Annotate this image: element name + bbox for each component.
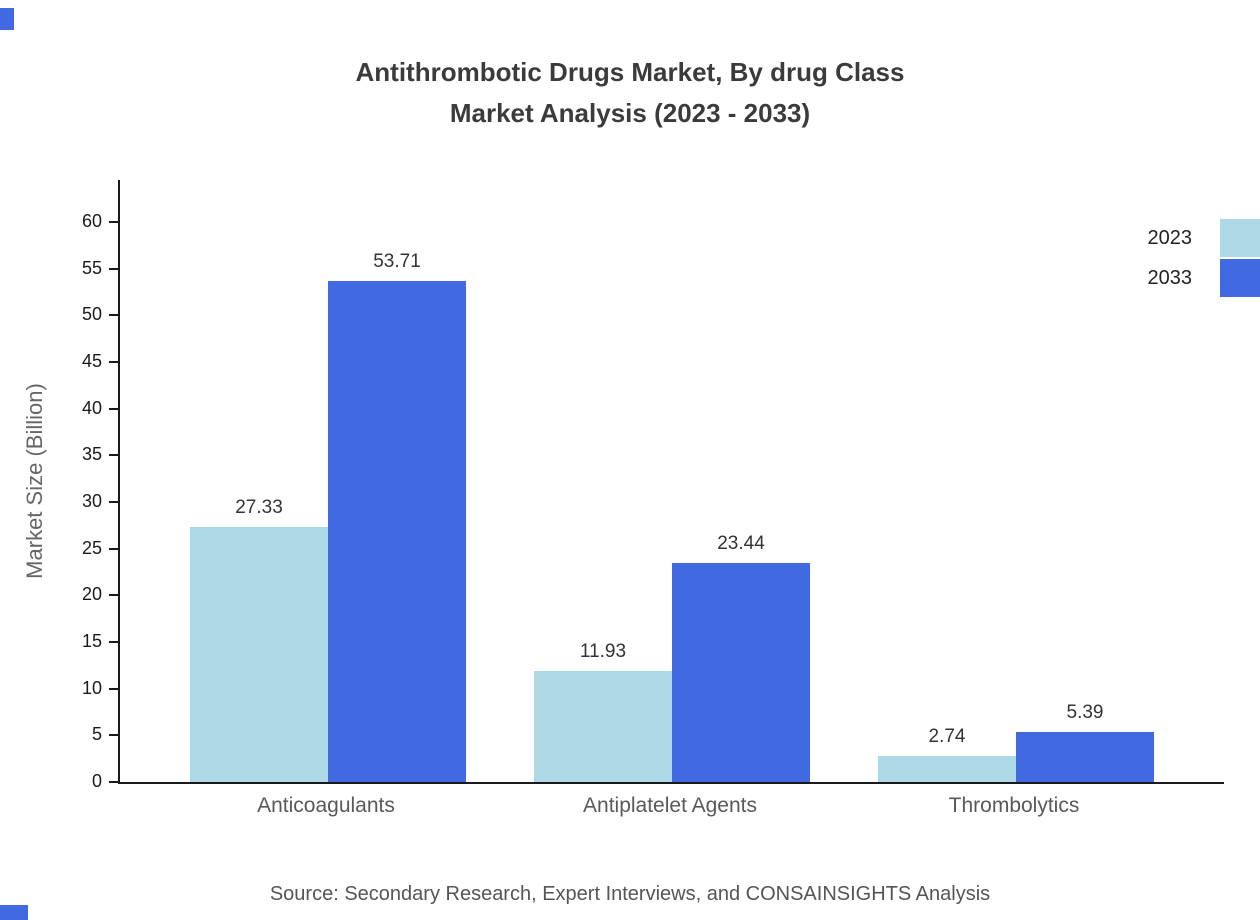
y-tick-label-10: 10 xyxy=(81,677,102,698)
watermark-bottom-left xyxy=(0,905,28,920)
legend-item-2033: 2033 xyxy=(1148,258,1260,298)
y-tick-mark xyxy=(109,781,118,783)
y-tick-label-50: 50 xyxy=(81,304,102,325)
y-tick-mark xyxy=(109,221,118,223)
y-tick-mark xyxy=(109,594,118,597)
source-attribution: Source: Secondary Research, Expert Inter… xyxy=(269,883,991,905)
bar-2033-antiplatelet-agents xyxy=(672,563,810,782)
chart-title: Antithrombotic Drugs Market, By drug Cla… xyxy=(0,52,1260,134)
bar-value-label-2033-thrombolytics: 5.39 xyxy=(1066,702,1104,723)
bar-value-label-2023-thrombolytics: 2.74 xyxy=(928,726,966,747)
y-tick-mark xyxy=(109,454,118,457)
y-tick-label-55: 55 xyxy=(81,257,102,278)
y-tick-mark xyxy=(109,547,118,550)
y-tick-label-35: 35 xyxy=(81,444,102,465)
bar-value-label-2023-antiplatelet-agents: 11.93 xyxy=(579,641,627,662)
y-tick-label-20: 20 xyxy=(81,584,102,605)
y-tick-label-5: 5 xyxy=(91,724,102,745)
bar-value-label-2033-antiplatelet-agents: 23.44 xyxy=(717,533,765,554)
y-tick-mark xyxy=(109,641,118,643)
y-tick-mark xyxy=(109,734,118,737)
bar-2023-antiplatelet-agents xyxy=(534,671,672,782)
legend-swatch-2023 xyxy=(1220,219,1260,257)
watermark-top-left xyxy=(0,8,14,30)
bar-2023-anticoagulants xyxy=(190,527,328,782)
y-tick-mark xyxy=(109,407,118,410)
bar-value-label-2033-anticoagulants: 53.71 xyxy=(373,251,421,272)
legend-item-2023: 2023 xyxy=(1148,218,1260,258)
bar-value-label-2023-anticoagulants: 27.33 xyxy=(235,497,283,518)
y-tick-label-0: 0 xyxy=(91,771,102,791)
bar-2033-anticoagulants xyxy=(328,281,466,782)
x-category-label-thrombolytics: Thrombolytics xyxy=(948,794,1080,817)
legend-swatch-2033 xyxy=(1220,259,1260,297)
y-tick-label-30: 30 xyxy=(81,491,102,511)
chart-title-line2: Market Analysis (2023 - 2033) xyxy=(449,98,811,128)
legend: 2023 2033 xyxy=(1148,218,1260,298)
y-tick-label-15: 15 xyxy=(81,631,102,651)
y-tick-mark xyxy=(109,501,118,503)
y-tick-mark xyxy=(109,267,118,270)
y-tick-mark xyxy=(109,361,118,363)
y-tick-label-40: 40 xyxy=(81,397,102,418)
bar-2023-thrombolytics xyxy=(878,756,1016,782)
chart-title-line1: Antithrombotic Drugs Market, By drug Cla… xyxy=(355,57,905,87)
y-tick-mark xyxy=(109,314,118,317)
y-tick-mark xyxy=(109,687,118,690)
legend-label-2023: 2023 xyxy=(1147,226,1193,249)
y-tick-label-45: 45 xyxy=(81,351,102,371)
bar-2033-thrombolytics xyxy=(1016,732,1154,782)
legend-label-2033: 2033 xyxy=(1147,266,1193,289)
plot-area: 27.33 53.71 11.93 23.44 2.74 5.39 xyxy=(118,180,1224,784)
y-tick-label-25: 25 xyxy=(81,537,102,558)
x-category-label-anticoagulants: Anticoagulants xyxy=(257,794,395,817)
y-tick-label-60: 60 xyxy=(81,211,102,231)
x-category-label-antiplatelet-agents: Antiplatelet Agents xyxy=(583,794,757,817)
